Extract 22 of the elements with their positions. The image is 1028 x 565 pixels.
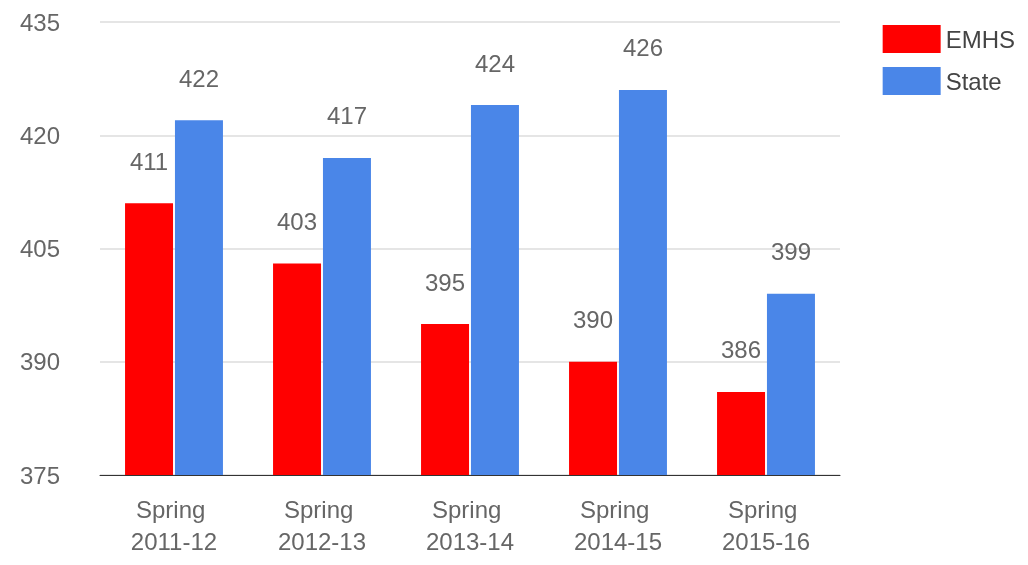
x-tick-label: Spring 2012-13: [277, 495, 367, 555]
legend-label: State: [945, 67, 1002, 95]
x-tick-label: Spring 2015-16: [721, 495, 811, 555]
x-tick-label: Spring 2014-15: [573, 495, 663, 555]
x-tick-label: Spring 2013-14: [425, 495, 515, 555]
y-tick-label: 435: [19, 8, 60, 36]
data-label: 422: [178, 64, 219, 92]
data-label: 390: [573, 306, 614, 334]
y-tick-label: 375: [19, 461, 60, 489]
y-tick-label: 420: [19, 121, 60, 149]
y-tick-label: 390: [19, 348, 60, 376]
data-label: 399: [770, 238, 811, 266]
data-label: 417: [326, 102, 367, 130]
legend-label: EMHS: [945, 25, 1015, 53]
data-label: 403: [277, 208, 318, 236]
data-label: 411: [129, 147, 169, 175]
data-label: 424: [474, 49, 515, 77]
data-label: 426: [622, 34, 663, 62]
data-label: 386: [721, 336, 762, 364]
data-label: 395: [425, 268, 466, 296]
y-tick-label: 405: [19, 235, 60, 262]
x-tick-label: Spring 2011-12: [130, 495, 218, 555]
